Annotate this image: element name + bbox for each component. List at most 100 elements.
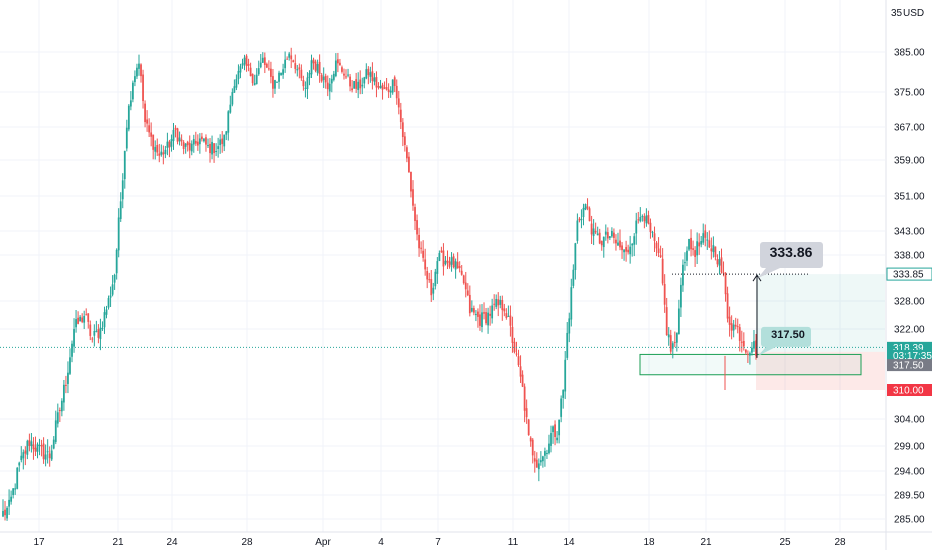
candle-body bbox=[73, 328, 75, 347]
candle-body bbox=[479, 314, 481, 326]
candle-body bbox=[403, 136, 406, 146]
candle-body bbox=[675, 332, 678, 343]
candle-body bbox=[430, 279, 433, 296]
candle-body bbox=[574, 243, 577, 270]
candle-body bbox=[531, 439, 534, 456]
candle-body bbox=[588, 208, 591, 222]
candle-body bbox=[67, 372, 69, 384]
price-tick-label: 359.00 bbox=[894, 156, 925, 167]
candle-body bbox=[631, 243, 634, 246]
candle-body bbox=[81, 317, 84, 322]
candle-body bbox=[395, 85, 398, 99]
candle-body bbox=[158, 153, 161, 156]
candle-body bbox=[420, 247, 423, 249]
candle-body bbox=[95, 330, 98, 332]
candle-body bbox=[101, 328, 104, 330]
candle-body bbox=[728, 316, 731, 325]
candle-body bbox=[661, 258, 664, 284]
candle-body bbox=[529, 437, 532, 442]
candle-body bbox=[178, 137, 181, 142]
candle-body bbox=[351, 88, 353, 91]
candle-body bbox=[296, 69, 299, 71]
candle-body bbox=[111, 284, 114, 295]
price-badge bbox=[887, 384, 932, 396]
candle-body bbox=[462, 275, 465, 284]
candle-body bbox=[320, 74, 323, 82]
candle-body bbox=[424, 259, 427, 270]
candle-body bbox=[353, 81, 356, 89]
candle-body bbox=[548, 443, 550, 454]
currency-label: USD bbox=[903, 8, 924, 19]
candle-body bbox=[720, 257, 723, 273]
candle-body bbox=[97, 329, 100, 338]
candles bbox=[2, 47, 757, 521]
candle-body bbox=[75, 319, 77, 328]
price-badge-label: 03:17:35 bbox=[893, 351, 932, 362]
candle-body bbox=[345, 76, 347, 78]
candle-body bbox=[46, 451, 49, 453]
time-axis[interactable]: 17 21 24 28 Apr 4 7 11 14 18 21 25 28 bbox=[33, 537, 846, 548]
candle-body bbox=[136, 67, 138, 77]
time-tick-label: 28 bbox=[834, 537, 846, 548]
price-tick-label: 304.00 bbox=[894, 415, 925, 426]
candle-body bbox=[363, 77, 366, 84]
candle-body bbox=[123, 150, 126, 180]
candle-body bbox=[414, 207, 416, 221]
candle-body bbox=[440, 250, 443, 253]
candle-body bbox=[131, 82, 134, 100]
price-badge bbox=[887, 349, 932, 361]
candle-body bbox=[103, 312, 106, 328]
candle-body bbox=[673, 342, 676, 344]
candle-body bbox=[375, 76, 378, 88]
candle-body bbox=[24, 450, 27, 454]
candle-body bbox=[247, 63, 250, 66]
candle-body bbox=[339, 62, 341, 66]
candle-body bbox=[663, 283, 666, 305]
candle-body bbox=[302, 79, 305, 87]
candle-body bbox=[686, 250, 688, 261]
candle-body bbox=[85, 314, 88, 316]
time-tick-label: 21 bbox=[700, 537, 712, 548]
candle-body bbox=[393, 77, 396, 87]
candle-body bbox=[365, 69, 368, 79]
candle-body bbox=[231, 92, 234, 105]
candle-body bbox=[148, 125, 151, 133]
time-tick-label: 11 bbox=[508, 537, 519, 548]
candle-body bbox=[334, 60, 337, 77]
candle-body bbox=[229, 104, 232, 113]
price-tick-label: 343.00 bbox=[894, 227, 925, 238]
candle-body bbox=[677, 308, 680, 335]
candle-body bbox=[138, 63, 140, 69]
candle-body bbox=[369, 72, 372, 77]
candle-body bbox=[511, 326, 514, 343]
candle-body bbox=[651, 232, 654, 234]
candle-body bbox=[79, 316, 82, 322]
candle-body bbox=[503, 308, 506, 312]
candle-body bbox=[450, 257, 453, 265]
candle-body bbox=[740, 341, 743, 343]
candle-body bbox=[194, 140, 197, 144]
candle-body bbox=[28, 439, 31, 446]
candle-body bbox=[410, 171, 412, 192]
candle-body bbox=[10, 496, 13, 502]
candle-body bbox=[316, 64, 319, 73]
price-axis[interactable]: USD 35 385.00 375.00 367.00 359.00 351.00 343… bbox=[891, 8, 925, 526]
candle-body bbox=[343, 73, 345, 76]
candle-body bbox=[129, 100, 132, 107]
candle-body bbox=[736, 326, 739, 328]
candle-body bbox=[274, 80, 276, 89]
candle-body bbox=[288, 53, 291, 58]
candle-body bbox=[381, 84, 384, 90]
candle-body bbox=[190, 143, 193, 152]
candle-body bbox=[127, 105, 130, 130]
candle-body bbox=[751, 347, 753, 353]
candle-body bbox=[359, 79, 362, 89]
candle-body bbox=[657, 248, 660, 254]
candle-body bbox=[308, 72, 311, 79]
candle-body bbox=[298, 67, 301, 70]
candle-body bbox=[347, 74, 349, 76]
candle-body bbox=[602, 236, 605, 248]
candle-body bbox=[485, 312, 487, 324]
candle-body bbox=[192, 139, 195, 145]
